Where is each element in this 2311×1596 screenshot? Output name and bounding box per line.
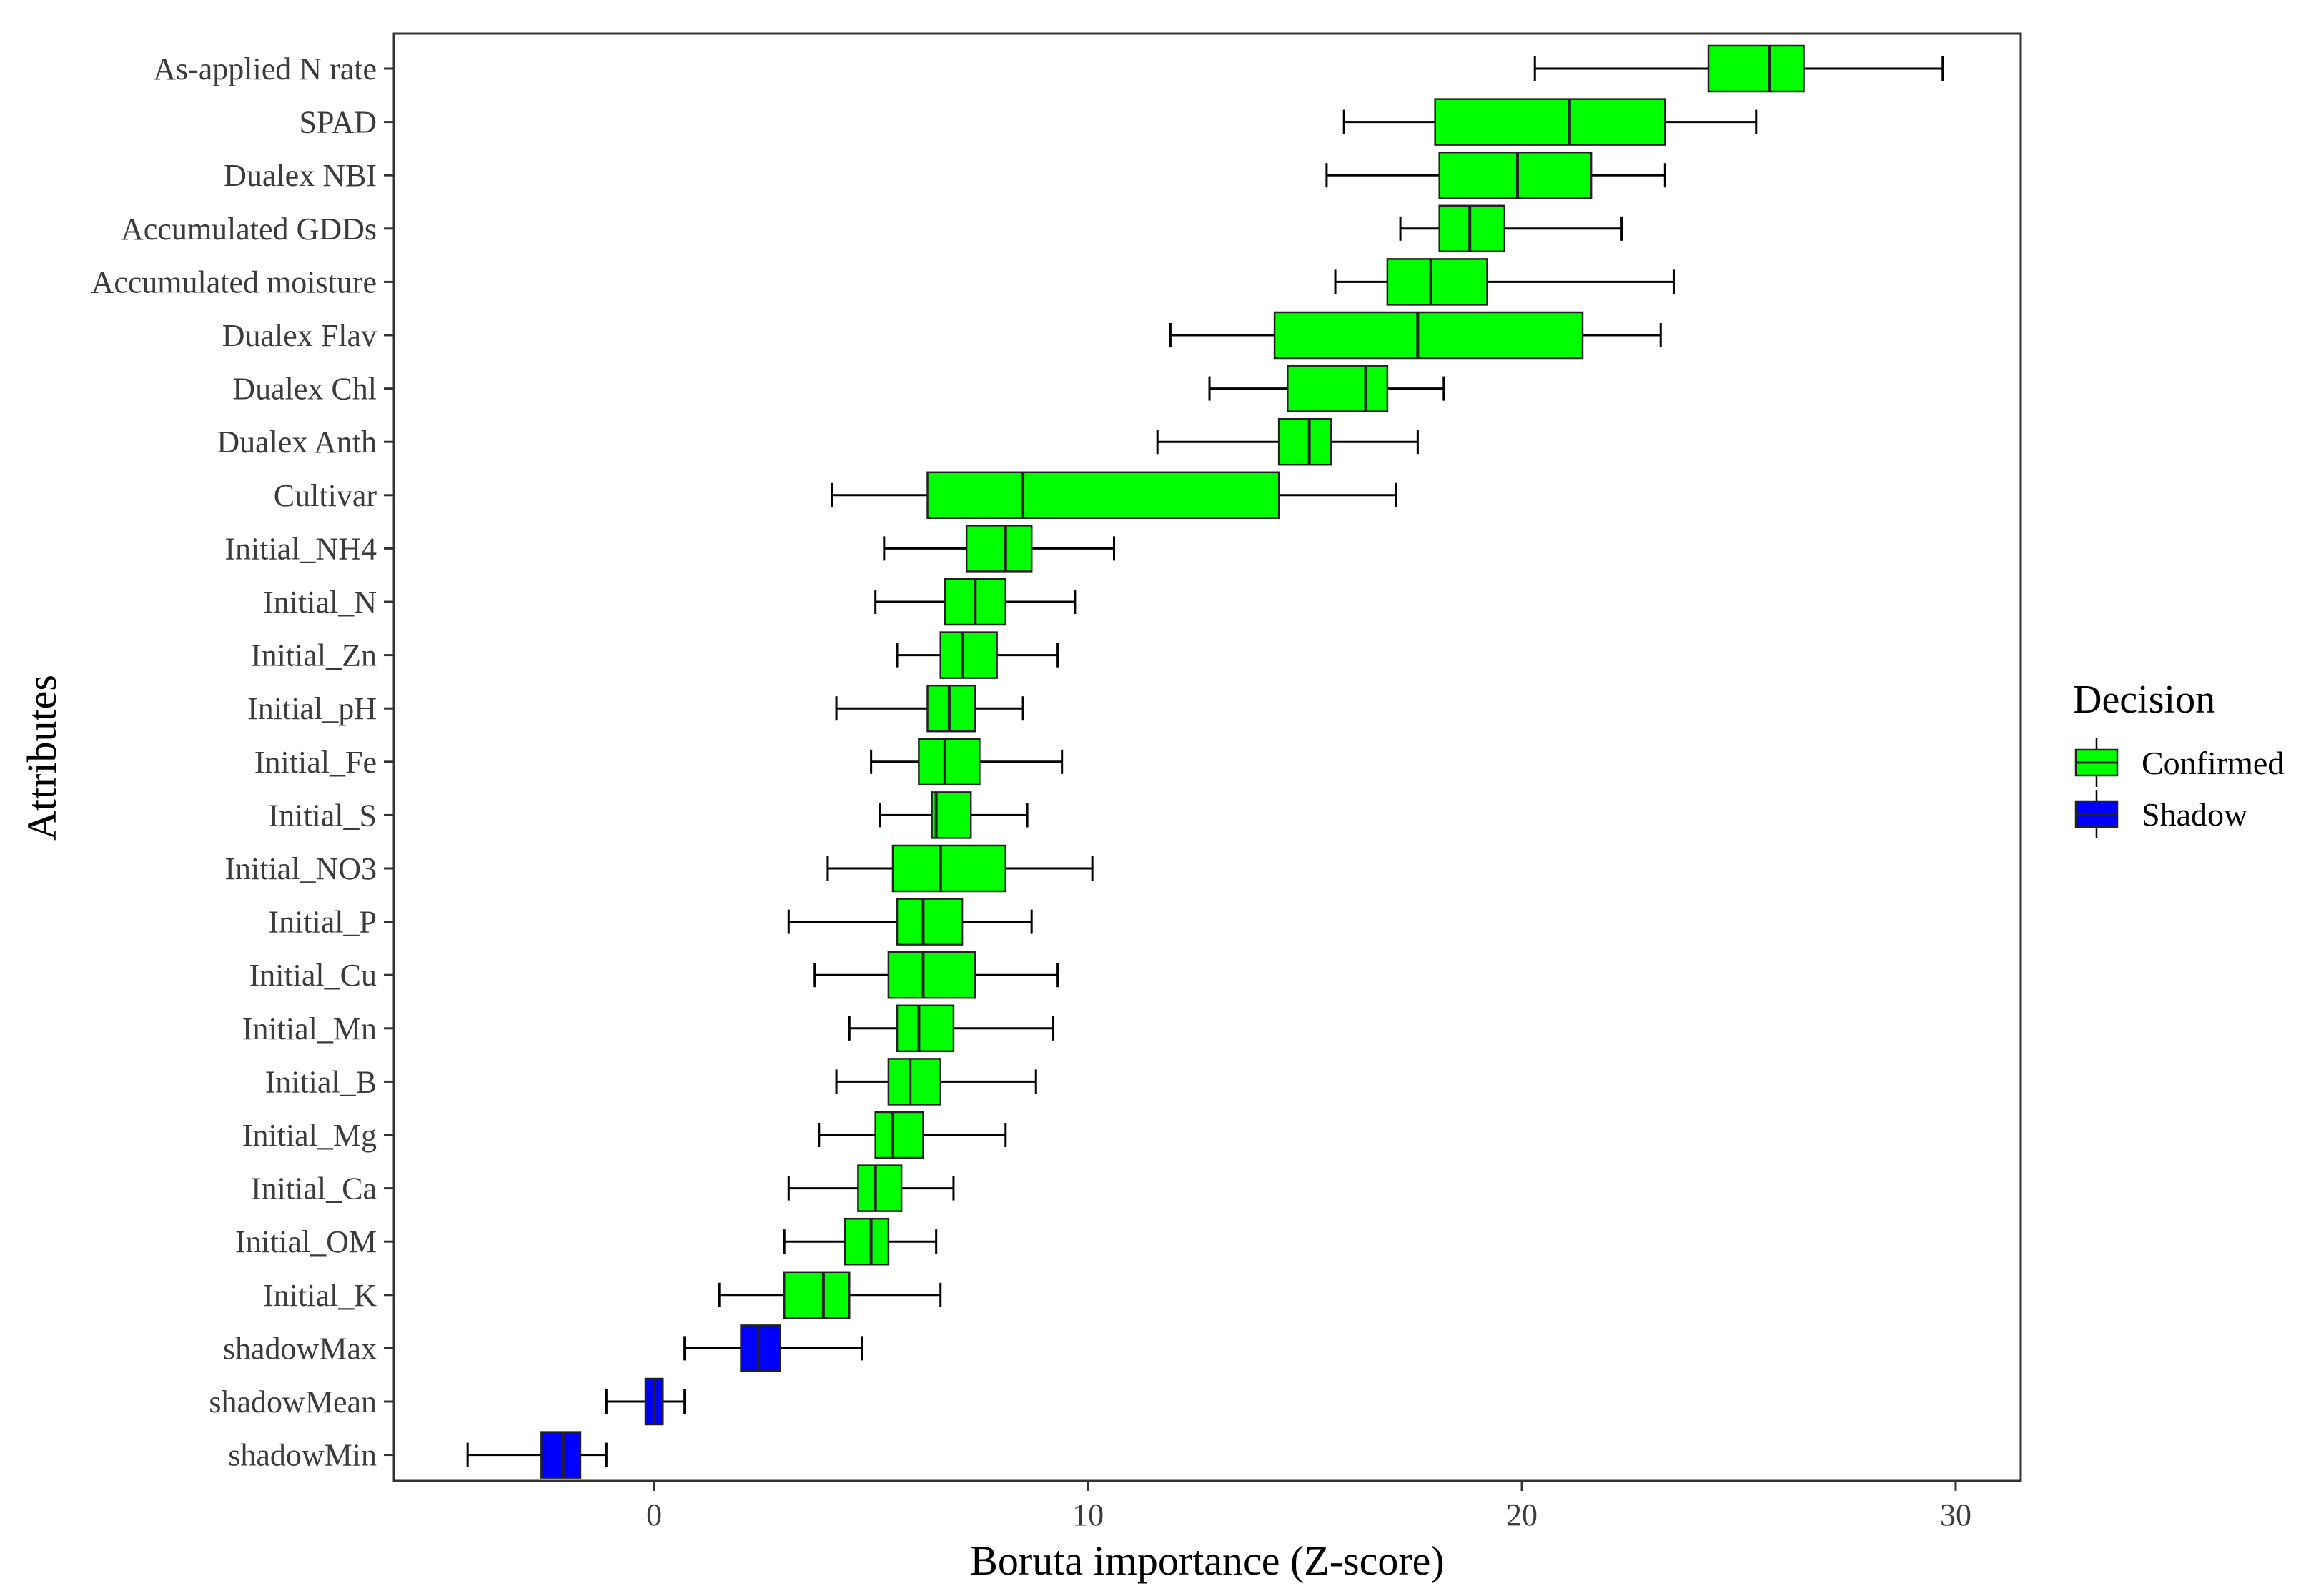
legend-item-confirmed: Confirmed <box>2074 738 2284 787</box>
box-initial-cu <box>813 951 1059 999</box>
box-iqr <box>740 1324 781 1372</box>
y-tick-label: SPAD <box>300 105 377 140</box>
legend-label: Shadow <box>2142 796 2248 833</box>
box-initial-ca <box>787 1164 955 1212</box>
y-tick-label: Initial_NO3 <box>224 851 377 886</box>
box-iqr <box>918 738 981 786</box>
y-tick-label: Initial_S <box>268 798 377 833</box>
box-iqr <box>1287 365 1389 412</box>
y-tick-label: Accumulated GDDs <box>121 212 377 247</box>
box-iqr <box>926 684 976 733</box>
y-axis: As-applied N rate SPAD Dualex NBI Accumulat… <box>91 51 394 1473</box>
y-tick-label: Accumulated moisture <box>91 264 377 299</box>
box-accumulated-moisture <box>1334 258 1675 306</box>
x-tick-label: 10 <box>1072 1497 1104 1532</box>
box-iqr <box>1434 98 1666 146</box>
box-initial-n <box>874 578 1077 626</box>
y-axis-title: Attributes <box>19 675 65 841</box>
x-tick-label: 30 <box>1940 1497 1971 1532</box>
y-tick-label: Initial_B <box>265 1064 377 1099</box>
y-tick-label: Cultivar <box>274 478 377 513</box>
legend: Decision Confirmed Shadow <box>2073 678 2284 838</box>
legend-title: Decision <box>2073 678 2215 722</box>
box-shadowmax <box>683 1324 863 1372</box>
y-tick-label: Dualex Flav <box>222 318 377 353</box>
box-spad <box>1342 98 1758 146</box>
box-iqr <box>1707 44 1805 93</box>
box-iqr <box>857 1164 903 1212</box>
box-iqr <box>874 1111 924 1159</box>
y-tick-label: Initial_OM <box>235 1224 377 1259</box>
box-accumulated-gdds <box>1399 204 1623 253</box>
box-iqr <box>1438 151 1593 199</box>
y-tick-label: Initial_NH4 <box>224 531 377 566</box>
box-initial-mg <box>818 1111 1007 1159</box>
y-tick-label: Initial_Mn <box>242 1011 377 1046</box>
y-tick-label: Initial_P <box>268 905 377 940</box>
y-tick-label: Initial_Zn <box>251 638 377 673</box>
box-shadowmean <box>605 1377 686 1426</box>
box-dualex-flav <box>1169 311 1662 360</box>
y-tick-label: Initial_Ca <box>251 1171 377 1206</box>
box-iqr <box>1273 311 1584 360</box>
box-initial-ph <box>835 684 1024 733</box>
x-axis-title: Boruta importance (Z-score) <box>970 1537 1445 1584</box>
box-initial-k <box>718 1271 942 1319</box>
box-iqr <box>1386 258 1488 306</box>
box-iqr <box>896 898 964 946</box>
y-tick-label: shadowMax <box>223 1331 377 1366</box>
y-tick-label: Initial_Mg <box>242 1118 377 1153</box>
box-dualex-nbi <box>1325 151 1666 199</box>
x-tick-label: 0 <box>646 1497 662 1532</box>
y-tick-label: Initial_K <box>263 1278 377 1313</box>
box-iqr <box>931 791 972 839</box>
box-iqr <box>1438 204 1505 253</box>
box-initial-zn <box>896 631 1059 679</box>
box-iqr <box>1277 417 1332 466</box>
y-tick-label: Dualex Chl <box>232 372 377 407</box>
box-iqr <box>926 471 1280 520</box>
legend-item-shadow: Shadow <box>2074 790 2248 838</box>
box-initial-fe <box>870 738 1064 786</box>
y-tick-label: Initial_Fe <box>254 745 377 780</box>
box-iqr <box>965 525 1033 573</box>
y-tick-label: Initial_N <box>263 585 377 620</box>
plot-panel-border <box>392 32 2022 1482</box>
x-tick-label: 20 <box>1506 1497 1538 1532</box>
boxes-layer <box>466 44 1944 1479</box>
box-iqr <box>843 1217 890 1266</box>
box-initial-mn <box>848 1004 1055 1053</box>
box-initial-s <box>879 791 1029 839</box>
y-tick-label: As-applied N rate <box>153 51 377 86</box>
box-iqr <box>887 951 976 999</box>
y-tick-label: Dualex Anth <box>217 425 377 460</box>
box-iqr <box>891 844 1007 893</box>
box-iqr <box>887 1058 941 1106</box>
box-cultivar <box>831 471 1397 520</box>
box-iqr <box>783 1271 851 1319</box>
box-dualex-chl <box>1208 365 1445 412</box>
box-dualex-anth <box>1156 417 1419 466</box>
box-iqr <box>896 1004 955 1053</box>
x-axis: 0 10 20 30 <box>646 1481 1971 1532</box>
box-as-applied-n-rate <box>1533 44 1944 93</box>
box-iqr <box>540 1431 582 1479</box>
y-tick-label: Initial_pH <box>247 691 377 726</box>
box-initial-nh4 <box>883 525 1116 573</box>
legend-label: Confirmed <box>2142 745 2284 781</box>
y-tick-label: Dualex NBI <box>224 158 377 193</box>
box-initial-b <box>835 1058 1037 1106</box>
box-initial-om <box>783 1217 938 1266</box>
y-tick-label: shadowMin <box>228 1438 377 1473</box>
box-initial-p <box>787 898 1033 946</box>
y-tick-label: shadowMean <box>209 1384 377 1419</box>
box-iqr <box>939 631 998 679</box>
y-tick-label: Initial_Cu <box>249 958 377 993</box>
box-shadowmin <box>466 1431 608 1479</box>
box-initial-no3 <box>826 844 1094 893</box>
